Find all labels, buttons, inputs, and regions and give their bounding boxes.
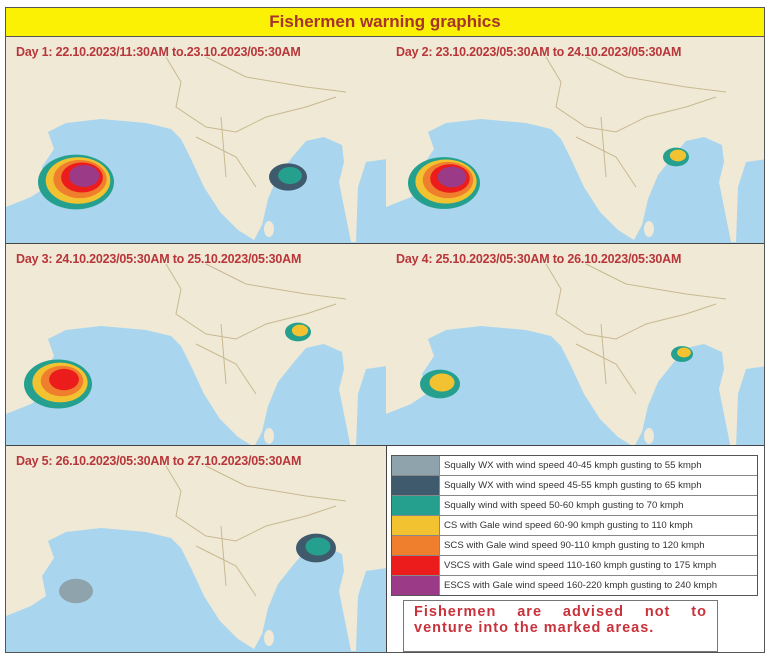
advisory-note: Fishermen are advised not to venture int… xyxy=(403,600,718,652)
sri-lanka-land xyxy=(644,221,654,237)
sea-area xyxy=(6,528,386,652)
legend-text: Squally WX with wind speed 40-45 kmph gu… xyxy=(439,456,757,475)
map-background xyxy=(6,56,386,243)
legend-swatch xyxy=(392,476,439,495)
sea-area xyxy=(6,326,386,445)
legend-swatch xyxy=(392,556,439,575)
day-5-label: Day 5: 26.10.2023/05:30AM to 27.10.2023/… xyxy=(16,454,302,468)
state-borders xyxy=(545,263,727,395)
legend-row: VSCS with Gale wind speed 110-160 kmph g… xyxy=(392,556,757,576)
legend-swatch xyxy=(392,576,439,595)
legend-text: Squally WX with wind speed 45-55 kmph gu… xyxy=(439,476,757,495)
legend: Squally WX with wind speed 40-45 kmph gu… xyxy=(388,452,760,652)
legend-text: VSCS with Gale wind speed 110-160 kmph g… xyxy=(439,556,757,575)
legend-table: Squally WX with wind speed 40-45 kmph gu… xyxy=(391,455,758,596)
day-2-label: Day 2: 23.10.2023/05:30AM to 24.10.2023/… xyxy=(396,45,682,59)
legend-swatch xyxy=(392,496,439,515)
sea-area xyxy=(386,119,764,243)
map-background xyxy=(386,263,764,445)
warning-zone-escs xyxy=(68,165,100,187)
legend-swatch xyxy=(392,516,439,535)
warning-zone-cs xyxy=(669,149,687,162)
legend-swatch xyxy=(392,536,439,555)
map-background xyxy=(386,56,764,243)
legend-text: ESCS with Gale wind speed 160-220 kmph g… xyxy=(439,576,757,595)
day-2-map: Day 2: 23.10.2023/05:30AM to 24.10.2023/… xyxy=(386,37,764,244)
day-3-map: Day 3: 24.10.2023/05:30AM to 25.10.2023/… xyxy=(6,244,387,446)
day-1-label: Day 1: 22.10.2023/11:30AM to.23.10.2023/… xyxy=(16,45,301,59)
page-title: Fishermen warning graphics xyxy=(6,8,764,37)
warning-graphic: Fishermen warning graphics Day 1: 22.10.… xyxy=(5,7,765,653)
legend-text: Squally wind with speed 50-60 kmph gusti… xyxy=(439,496,757,515)
sea-area xyxy=(386,326,764,445)
state-borders xyxy=(165,56,347,188)
day-3-label: Day 3: 24.10.2023/05:30AM to 25.10.2023/… xyxy=(16,252,302,266)
warning-zone-cs xyxy=(291,324,309,337)
warning-zone-cs xyxy=(429,373,455,392)
legend-row: SCS with Gale wind speed 90-110 kmph gus… xyxy=(392,536,757,556)
state-borders xyxy=(165,465,347,597)
map-background xyxy=(6,465,386,652)
legend-swatch xyxy=(392,456,439,475)
legend-text: CS with Gale wind speed 60-90 kmph gusti… xyxy=(439,516,757,535)
state-borders xyxy=(545,56,727,188)
legend-row: CS with Gale wind speed 60-90 kmph gusti… xyxy=(392,516,757,536)
map-background xyxy=(6,263,386,445)
sea-area xyxy=(6,119,386,243)
day-5-map: Day 5: 26.10.2023/05:30AM to 27.10.2023/… xyxy=(6,446,387,652)
day-4-label: Day 4: 25.10.2023/05:30AM to 26.10.2023/… xyxy=(396,252,682,266)
warning-zone-squally-40-45 xyxy=(59,578,93,604)
sri-lanka-land xyxy=(264,221,274,237)
warning-zone-escs xyxy=(437,166,467,188)
warning-zone-cs xyxy=(677,347,691,358)
legend-row: ESCS with Gale wind speed 160-220 kmph g… xyxy=(392,576,757,595)
warning-zone-squally-50-60 xyxy=(305,537,331,556)
legend-row: Squally wind with speed 50-60 kmph gusti… xyxy=(392,496,757,516)
state-borders xyxy=(165,263,347,395)
day-1-map: Day 1: 22.10.2023/11:30AM to.23.10.2023/… xyxy=(6,37,387,244)
legend-row: Squally WX with wind speed 45-55 kmph gu… xyxy=(392,476,757,496)
legend-row: Squally WX with wind speed 40-45 kmph gu… xyxy=(392,456,757,476)
warning-zone-vscs xyxy=(49,368,79,391)
sri-lanka-land xyxy=(644,428,654,444)
day-4-map: Day 4: 25.10.2023/05:30AM to 26.10.2023/… xyxy=(386,244,764,446)
sri-lanka-land xyxy=(264,428,274,444)
sri-lanka-land xyxy=(264,630,274,646)
warning-zone-squally-50-60 xyxy=(278,166,302,185)
legend-text: SCS with Gale wind speed 90-110 kmph gus… xyxy=(439,536,757,555)
